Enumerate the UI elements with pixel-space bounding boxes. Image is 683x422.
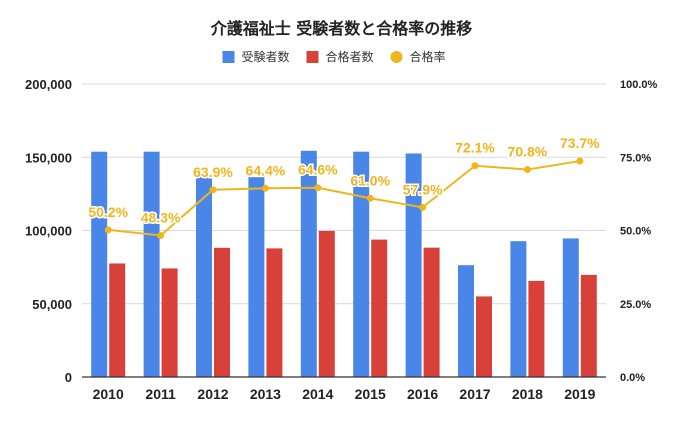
x-tick-label: 2019 — [564, 386, 595, 402]
legend-label: 受験者数 — [242, 49, 290, 64]
rate-data-label: 50.2% — [88, 204, 128, 220]
rate-data-label: 63.9% — [193, 164, 233, 180]
x-tick-label: 2017 — [459, 386, 490, 402]
rate-data-label: 57.9% — [403, 181, 443, 197]
x-tick-label: 2011 — [145, 386, 176, 402]
bar-examinees — [300, 150, 317, 377]
legend-marker-examinees — [222, 51, 235, 63]
bar-examinees — [405, 153, 422, 377]
y-left-tick-label: 150,000 — [25, 150, 72, 165]
bar-passers — [580, 274, 597, 377]
bar-examinees — [143, 151, 160, 377]
y-left-tick-label: 200,000 — [25, 77, 72, 92]
bar-passers — [371, 239, 388, 377]
bar-passers — [266, 248, 283, 377]
rate-point — [157, 231, 165, 239]
bar-examinees — [248, 177, 265, 377]
legend-label: 合格率 — [410, 49, 446, 64]
y-left-tick-label: 0 — [65, 370, 72, 385]
rate-data-label: 70.8% — [508, 144, 548, 160]
rate-data-label: 64.4% — [246, 162, 286, 178]
y-right-tick-label: 75.0% — [620, 152, 651, 164]
rate-point — [523, 166, 531, 174]
y-right-tick-label: 100.0% — [620, 79, 658, 91]
bars — [91, 150, 597, 377]
x-tick-label: 2010 — [93, 386, 124, 402]
x-tick-label: 2014 — [302, 386, 333, 402]
bar-examinees — [91, 151, 108, 377]
rate-point — [104, 226, 112, 234]
bar-passers — [476, 296, 492, 377]
y-right-tick-label: 50.0% — [620, 226, 651, 238]
bar-passers — [528, 280, 545, 377]
x-tick-label: 2018 — [512, 386, 543, 402]
bar-examinees — [562, 238, 579, 377]
x-tick-label: 2013 — [250, 386, 281, 402]
bar-passers — [109, 263, 126, 377]
bar-passers — [318, 230, 335, 377]
legend-marker-passers — [306, 51, 319, 63]
rate-data-label: 64.6% — [298, 162, 338, 178]
rate-data-label: 73.7% — [560, 135, 600, 151]
rate-point — [576, 157, 584, 165]
bar-examinees — [353, 151, 370, 377]
rate-point — [419, 203, 427, 211]
rate-data-label: 61.0% — [350, 172, 390, 188]
x-tick-label: 2016 — [407, 386, 438, 402]
bar-passers — [423, 247, 440, 377]
chart-title: 介護福祉士 受験者数と合格率の推移 — [210, 19, 473, 38]
rate-point — [366, 194, 374, 202]
x-tick-label: 2015 — [355, 386, 386, 402]
rate-data-label: 48.3% — [141, 209, 181, 225]
legend: 受験者数 合格者数 合格率 — [222, 49, 446, 64]
bar-examinees — [510, 241, 527, 377]
rate-point — [209, 186, 217, 194]
rate-line: 50.2% 48.3% 63.9% 64.4% 64.6% 61.0% 57.9% 72.1%… — [87, 134, 602, 239]
legend-label: 合格者数 — [326, 49, 374, 64]
rate-data-label: 72.1% — [455, 140, 495, 156]
y-right-tick-label: 0.0% — [620, 372, 645, 384]
x-tick-label: 2012 — [197, 386, 228, 402]
rate-point — [314, 184, 322, 192]
rate-point — [261, 184, 269, 192]
bar-examinees — [196, 174, 212, 377]
rate-line-path — [108, 160, 580, 237]
axes: 0 50,000 100,000 150,000 200,000 0.0% 25.0% 50.… — [25, 77, 658, 402]
y-left-tick-label: 100,000 — [25, 224, 72, 239]
rate-point — [471, 162, 479, 170]
legend-marker-rate — [390, 51, 403, 63]
bar-passers — [214, 247, 230, 377]
bar-passers — [161, 268, 178, 377]
y-right-tick-label: 25.0% — [620, 299, 651, 311]
y-left-tick-label: 50,000 — [32, 297, 72, 312]
bar-examinees — [458, 265, 474, 377]
